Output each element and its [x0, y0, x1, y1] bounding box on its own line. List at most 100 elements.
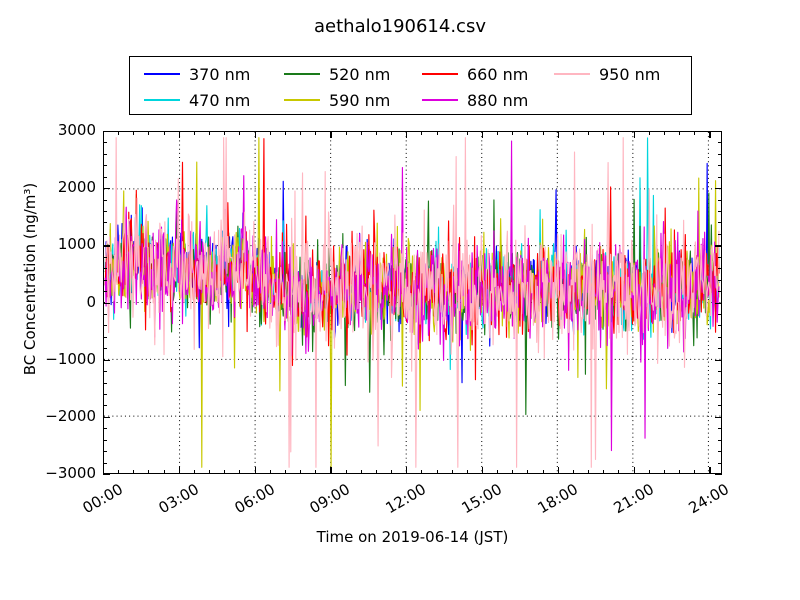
x-minor-tick — [436, 470, 438, 474]
x-minor-tick — [239, 470, 241, 474]
x-minor-tick — [360, 470, 362, 474]
legend-entry[interactable]: 470 nm — [144, 88, 250, 112]
x-minor-tick-top — [118, 131, 120, 135]
x-minor-tick — [497, 470, 499, 474]
y-minor-tick — [103, 393, 107, 395]
x-minor-tick — [284, 470, 286, 474]
y-major-tick — [103, 188, 110, 190]
legend-label: 950 nm — [599, 64, 661, 84]
y-minor-tick-right — [718, 428, 722, 430]
y-minor-tick — [103, 371, 107, 373]
legend-color-swatch — [422, 73, 458, 75]
x-minor-tick-top — [497, 131, 499, 135]
x-minor-tick — [527, 470, 529, 474]
x-minor-tick — [269, 470, 271, 474]
x-minor-tick-top — [694, 131, 696, 135]
y-minor-tick-right — [718, 233, 722, 235]
y-minor-tick — [103, 428, 107, 430]
legend-entry[interactable]: 880 nm — [422, 88, 528, 112]
y-minor-tick — [103, 222, 107, 224]
y-tick-label: 1000 — [57, 235, 96, 254]
y-tick-label: −1000 — [45, 349, 96, 368]
x-major-tick — [103, 467, 105, 474]
chart-legend: 370 nm 470 nm 520 nm 590 nm 660 nm 880 nm 950 … — [129, 56, 692, 115]
y-major-tick — [103, 474, 110, 476]
x-major-tick — [254, 467, 256, 474]
y-major-tick-right — [715, 245, 722, 247]
legend-entry[interactable]: 660 nm — [422, 62, 528, 86]
x-minor-tick — [648, 470, 650, 474]
x-minor-tick-top — [679, 131, 681, 135]
y-minor-tick — [103, 256, 107, 258]
legend-label: 590 nm — [329, 90, 391, 110]
x-minor-tick — [663, 470, 665, 474]
y-major-tick — [103, 245, 110, 247]
x-minor-tick-top — [542, 131, 544, 135]
x-minor-tick — [421, 470, 423, 474]
x-minor-tick — [512, 470, 514, 474]
y-major-tick-right — [715, 359, 722, 361]
legend-label: 880 nm — [467, 90, 529, 110]
x-minor-tick-top — [512, 131, 514, 135]
x-minor-tick-top — [572, 131, 574, 135]
x-minor-tick-top — [224, 131, 226, 135]
x-major-tick-top — [709, 131, 711, 138]
x-major-tick — [178, 467, 181, 474]
x-minor-tick — [375, 470, 377, 474]
x-major-tick — [406, 467, 408, 474]
y-major-tick-right — [715, 131, 722, 133]
y-minor-tick-right — [718, 176, 722, 178]
legend-color-swatch — [144, 99, 180, 101]
x-minor-tick — [588, 470, 590, 474]
y-minor-tick-right — [718, 142, 722, 144]
y-minor-tick-right — [718, 405, 722, 407]
legend-entry[interactable]: 590 nm — [284, 88, 390, 112]
y-minor-tick — [103, 211, 107, 213]
y-major-tick — [103, 131, 110, 133]
y-minor-tick — [103, 325, 107, 327]
legend-entry[interactable]: 950 nm — [554, 62, 660, 86]
x-minor-tick-top — [193, 131, 195, 135]
legend-label: 470 nm — [189, 90, 251, 110]
x-minor-tick — [118, 470, 120, 474]
y-tick-label: 0 — [86, 292, 96, 311]
y-minor-tick-right — [718, 371, 722, 373]
y-minor-tick-right — [718, 439, 722, 441]
y-minor-tick — [103, 336, 107, 338]
x-minor-tick-top — [133, 131, 135, 135]
y-minor-tick-right — [718, 451, 722, 453]
page-title: aethalo190614.csv — [314, 16, 486, 37]
x-minor-tick — [451, 470, 453, 474]
y-minor-tick — [103, 291, 107, 293]
legend-label: 660 nm — [467, 64, 529, 84]
y-minor-tick — [103, 313, 107, 315]
x-minor-tick — [694, 470, 696, 474]
y-minor-tick-right — [718, 393, 722, 395]
y-tick-label: 3000 — [57, 121, 96, 139]
x-major-tick — [633, 467, 635, 474]
legend-label: 370 nm — [189, 64, 251, 84]
y-major-tick-right — [715, 416, 722, 419]
x-minor-tick — [133, 470, 135, 474]
y-minor-tick-right — [718, 336, 722, 338]
y-minor-tick-right — [718, 291, 722, 293]
y-minor-tick — [103, 382, 107, 384]
x-major-tick — [557, 467, 560, 474]
y-tick-label: −2000 — [45, 406, 96, 425]
x-major-tick-top — [406, 131, 408, 138]
y-minor-tick-right — [718, 222, 722, 224]
legend-color-swatch — [284, 73, 320, 75]
x-minor-tick-top — [451, 131, 453, 135]
y-minor-tick — [103, 451, 107, 453]
x-minor-tick — [466, 470, 468, 474]
x-minor-tick — [315, 470, 317, 474]
x-minor-tick-top — [648, 131, 650, 135]
y-minor-tick-right — [718, 268, 722, 270]
x-minor-tick — [603, 470, 605, 474]
legend-entry[interactable]: 520 nm — [284, 62, 390, 86]
x-major-tick-top — [481, 131, 484, 138]
legend-entry[interactable]: 370 nm — [144, 62, 250, 86]
x-minor-tick-top — [603, 131, 605, 135]
